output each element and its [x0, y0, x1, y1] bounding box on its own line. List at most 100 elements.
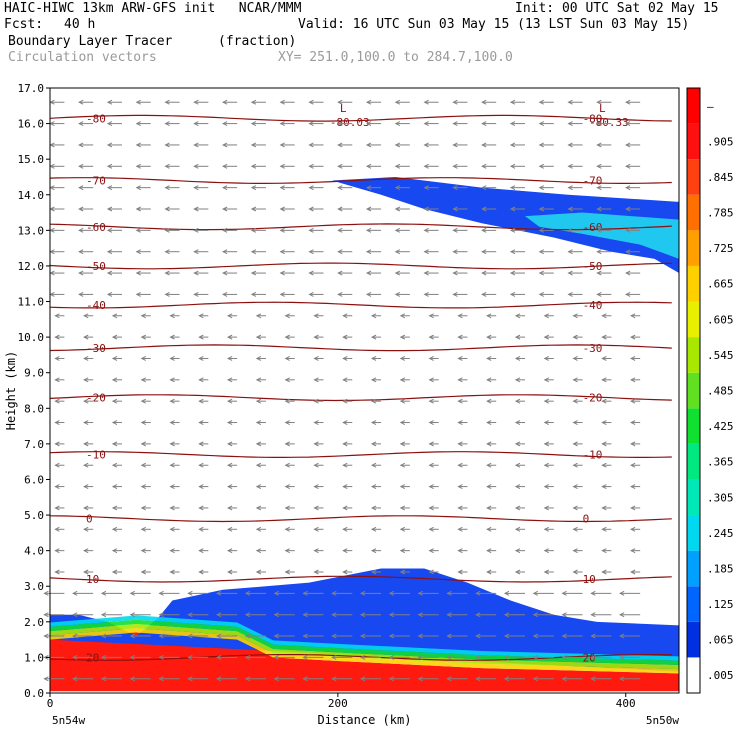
colorbar-swatch	[687, 408, 700, 444]
vector-arrow-head	[457, 420, 463, 425]
vector-arrow-head	[54, 377, 60, 383]
vector-arrow-head	[370, 505, 377, 511]
vector-arrow-head	[394, 249, 401, 255]
vector-arrow-head	[457, 313, 463, 319]
vector-arrow-head	[187, 633, 193, 639]
vector-arrow-head	[83, 398, 89, 404]
vector-arrow-head	[313, 505, 319, 511]
vector-arrow-head	[313, 334, 319, 340]
vector-arrow-head	[475, 633, 481, 639]
vector-arrow-head	[567, 249, 573, 255]
vector-arrow-head	[625, 249, 631, 255]
vector-arrow-head	[452, 249, 458, 255]
vector-arrow-head	[226, 420, 233, 425]
y-tick-label: 6.0	[24, 473, 44, 486]
vector-arrow-head	[313, 569, 319, 575]
vector-arrow-head	[106, 121, 113, 127]
vector-arrow-head	[567, 227, 573, 233]
vector-arrow-head	[630, 548, 636, 554]
vector-arrow-head	[561, 654, 567, 660]
contour-label-left-0: -80	[86, 112, 106, 125]
vector-arrow-head	[331, 654, 337, 660]
vector-arrow-head	[486, 356, 492, 361]
vector-arrow-head	[135, 163, 141, 169]
vector-arrow-head	[226, 441, 233, 447]
vector-arrow-head	[486, 548, 492, 554]
vector-arrow-head	[255, 420, 262, 425]
vector-arrow-head	[215, 654, 222, 660]
vector-arrow-head	[625, 163, 631, 169]
vector-arrow-head	[284, 505, 290, 511]
vector-arrow-head	[417, 654, 423, 660]
vector-arrow-head	[72, 654, 78, 660]
vector-arrow-head	[452, 291, 458, 297]
vector-arrow-head	[313, 356, 319, 361]
y-tick-label: 17.0	[18, 82, 45, 95]
vector-arrow-head	[481, 99, 487, 105]
vector-arrow-head	[590, 633, 596, 639]
vector-arrow-head	[331, 590, 337, 596]
vector-arrow-head	[226, 462, 233, 468]
vector-arrow-head	[486, 377, 492, 383]
vector-arrow-head	[193, 249, 199, 255]
vector-arrow-head	[486, 441, 492, 447]
vector-arrow-head	[158, 633, 164, 639]
vector-arrow-head	[452, 142, 458, 148]
vector-arrow-head	[625, 270, 631, 276]
vector-arrow-head	[481, 121, 487, 127]
vector-arrow-head	[284, 484, 290, 490]
vector-arrow-head	[78, 270, 84, 276]
tracer-region-1	[50, 568, 679, 672]
vector-arrow-head	[365, 291, 372, 297]
vector-arrow-head	[83, 441, 89, 447]
vector-arrow-head	[630, 377, 636, 383]
vector-arrow-head	[221, 249, 228, 255]
vector-arrow-head	[342, 548, 348, 554]
vector-arrow-head	[284, 526, 290, 532]
vector-arrow-head	[158, 676, 164, 682]
vector-arrow-head	[601, 462, 607, 468]
vector-arrow-head	[140, 356, 146, 361]
vector-arrow-head	[226, 505, 233, 511]
x-axis-label: Distance (km)	[318, 713, 412, 727]
vector-arrow-head	[187, 654, 193, 660]
y-tick-label: 16.0	[18, 118, 45, 131]
vector-arrow-head	[169, 420, 175, 425]
vector-arrow-head	[399, 462, 406, 468]
vector-arrow-head	[221, 142, 228, 148]
contour-line-7	[49, 451, 672, 458]
colorbar-swatch	[687, 301, 700, 338]
vector-arrow-head	[111, 441, 118, 447]
vector-arrow-head	[481, 185, 487, 191]
vector-arrow-head	[514, 377, 521, 383]
vector-arrow-head	[111, 569, 118, 575]
vector-arrow-head	[370, 484, 377, 490]
vector-arrow-head	[331, 612, 337, 618]
vector-arrow-head	[619, 590, 625, 596]
vector-arrow-head	[423, 121, 429, 127]
field-units: (fraction)	[218, 34, 297, 49]
vector-arrow-head	[313, 526, 319, 532]
x-tick-label: 400	[616, 697, 636, 710]
vector-arrow-head	[543, 526, 549, 532]
vector-arrow-head	[342, 313, 348, 319]
vector-arrow-head	[428, 569, 434, 575]
vector-arrow-head	[567, 185, 573, 191]
vector-arrow-head	[135, 227, 141, 233]
vector-arrow-head	[198, 313, 204, 319]
vector-arrow-head	[625, 142, 631, 148]
vector-arrow-head	[572, 398, 578, 404]
vector-arrow-head	[164, 121, 170, 127]
vector-arrow-head	[359, 612, 366, 618]
vector-arrow-head	[481, 206, 487, 212]
vector-arrow-head	[244, 590, 251, 596]
colorbar-label: .545	[707, 349, 734, 362]
vector-arrow-head	[342, 356, 348, 361]
vector-arrow-head	[169, 377, 175, 383]
vector-arrow-head	[337, 270, 343, 276]
vector-arrow-head	[100, 676, 107, 682]
vector-arrow-head	[417, 612, 423, 618]
vector-arrow-head	[308, 142, 314, 148]
vector-arrow-head	[365, 227, 372, 233]
vector-arrow-head	[54, 484, 60, 490]
